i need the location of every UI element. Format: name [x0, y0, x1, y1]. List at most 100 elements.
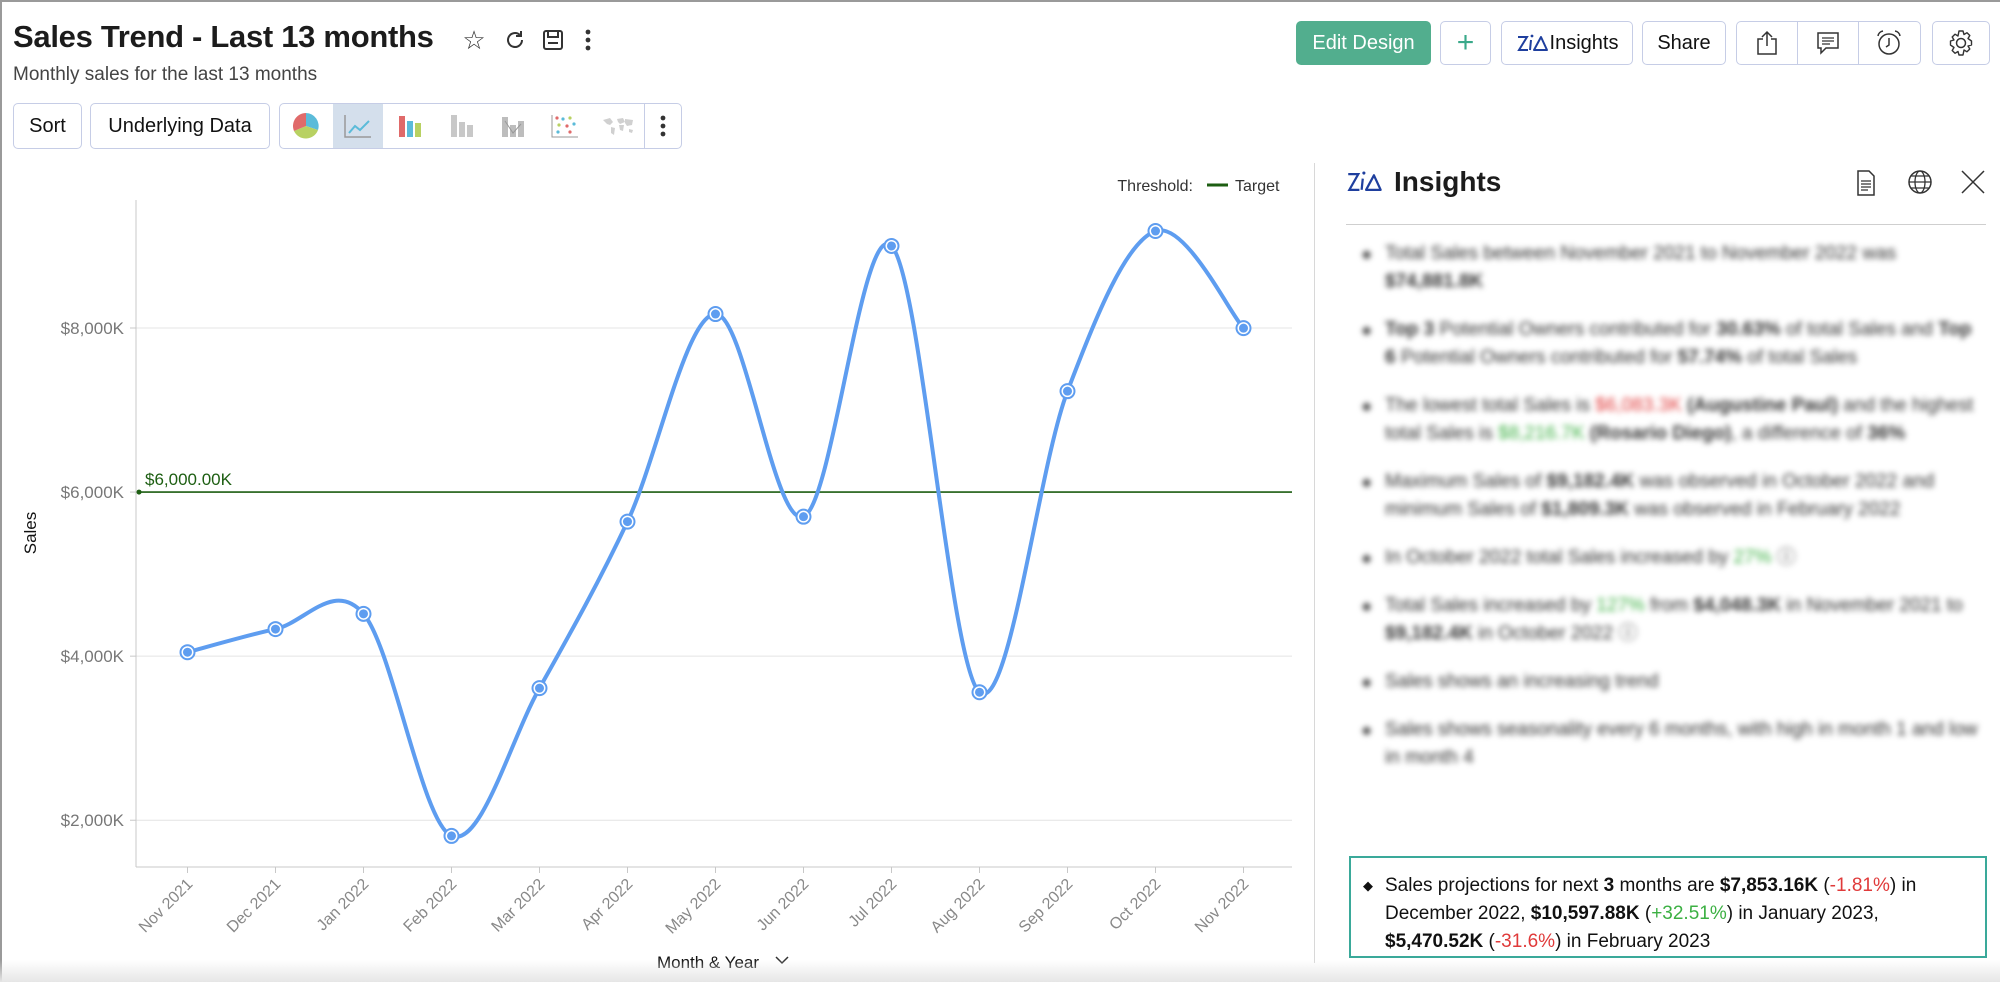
insight-text: Potential Owners contributed for [1434, 319, 1717, 340]
insights-button[interactable]: Insights [1501, 21, 1633, 65]
insight-text: ⓘ [1771, 547, 1796, 568]
data-point-core [271, 624, 280, 634]
add-button[interactable]: + [1440, 21, 1491, 65]
x-tick-label: May 2022 [663, 876, 725, 938]
x-tick-label: Jun 2022 [754, 876, 813, 935]
insight-text: , a difference of [1731, 423, 1868, 444]
insight-text: was observed in October 2022 and minimum… [1385, 471, 1935, 520]
chart-type-pie[interactable] [280, 104, 332, 148]
x-tick-label: Nov 2021 [136, 876, 197, 937]
insight-text: was observed in February 2022 [1628, 499, 1901, 520]
chart-type-line[interactable] [331, 104, 384, 148]
data-point-core [1151, 226, 1160, 236]
chart-type-map[interactable] [590, 104, 644, 148]
stacked-bar-icon [450, 115, 473, 137]
star-icon[interactable]: ☆ [462, 24, 486, 55]
highlight-value: 27% [1733, 547, 1772, 568]
bold-text: $4,048.3K [1693, 595, 1782, 616]
x-tick-label: Mar 2022 [489, 876, 549, 936]
insight-text: In October 2022 total Sales increased by [1385, 547, 1734, 568]
y-tick-label: $4,000K [61, 647, 125, 666]
more-vertical-icon [660, 115, 666, 137]
x-tick-label: Jan 2022 [314, 876, 373, 935]
chart-legend: Threshold: Target [1117, 178, 1280, 195]
underlying-data-button[interactable]: Underlying Data [90, 103, 270, 149]
insight-text: The lowest total Sales is [1385, 395, 1596, 416]
projection-insight: Sales projections for next 3 months are … [1349, 856, 1987, 958]
world-map-icon [602, 118, 633, 135]
insight-text: Sales projections for next [1385, 875, 1604, 896]
highlight-value: +32.51% [1651, 903, 1727, 924]
chart-type-waterfall[interactable] [486, 104, 539, 148]
bold-text: Top 6 [1385, 319, 1972, 368]
data-point-core [887, 241, 896, 251]
bold-text: (Augustine Paul) [1687, 395, 1839, 416]
chart-type-scatter[interactable] [538, 104, 591, 148]
pie-chart-icon [292, 113, 319, 139]
x-tick-label: Apr 2022 [578, 876, 636, 934]
insight-text: Total Sales between November 2021 to Nov… [1385, 243, 1897, 264]
x-tick-label: Sep 2022 [1016, 876, 1077, 937]
save-icon[interactable] [538, 24, 568, 56]
sales-line-chart: $2,000K$4,000K$6,000K$8,000K $6,000.00K … [21, 178, 1292, 972]
bold-text: 57.74% [1677, 347, 1743, 368]
insight-item: The lowest total Sales is $6,083.3K (Aug… [1358, 392, 1980, 448]
globe-icon[interactable] [1907, 169, 1933, 195]
bold-text: $7,853.16K [1719, 875, 1819, 896]
chart-type-bar[interactable] [383, 104, 435, 148]
data-point-core [447, 831, 456, 841]
bar-chart-icon [398, 116, 421, 137]
insight-text: and the highest total Sales is [1385, 395, 1974, 444]
insight-text: Sales shows an increasing trend [1385, 671, 1659, 692]
chart-type-stacked-bar[interactable] [435, 104, 487, 148]
y-tick-label: $8,000K [61, 319, 125, 338]
panel-divider [1314, 163, 1315, 963]
insight-item: Sales shows seasonality every 6 months, … [1358, 716, 1980, 772]
highlight-value: $8,216.7K [1498, 423, 1585, 444]
insights-header-divider [1346, 224, 1986, 225]
page-title: Sales Trend - Last 13 months [13, 19, 434, 54]
data-point-core [1239, 323, 1248, 333]
schedule-alarm-button[interactable] [1857, 22, 1920, 64]
combo-chart-icon [502, 117, 525, 137]
comment-button[interactable] [1797, 22, 1857, 64]
settings-button[interactable] [1932, 21, 1990, 65]
insight-text: ( [1483, 931, 1495, 952]
chart-options-button[interactable] [644, 104, 681, 148]
bold-text: Top 3 [1385, 319, 1435, 340]
insight-text: ) in January 2023, [1726, 903, 1879, 924]
data-point-core [535, 683, 544, 693]
bold-text: (Rosario Diego) [1589, 423, 1732, 444]
legend-target-label[interactable]: Target [1235, 178, 1280, 195]
threshold-label: $6,000.00K [145, 470, 233, 489]
x-tick-label: Feb 2022 [401, 876, 461, 936]
share-button[interactable]: Share [1642, 21, 1726, 65]
chart-type-switcher [279, 103, 682, 149]
page-subtitle: Monthly sales for the last 13 months [13, 64, 318, 85]
gear-icon [1949, 30, 1973, 56]
document-icon[interactable] [1856, 170, 1876, 196]
bottom-shadow [0, 960, 2000, 982]
insight-text: Maximum Sales of [1385, 471, 1547, 492]
bold-text: $9,182.4K [1546, 471, 1635, 492]
close-icon[interactable] [1960, 169, 1986, 195]
insights-title: Insights [1394, 166, 1502, 197]
sort-button[interactable]: Sort [13, 103, 82, 149]
more-vertical-icon[interactable] [573, 24, 603, 56]
insight-text: from [1644, 595, 1694, 616]
highlight-value: 127% [1596, 595, 1645, 616]
threshold-marker [136, 489, 142, 495]
edit-design-button[interactable]: Edit Design [1296, 21, 1431, 65]
insight-text: in November 2021 to [1781, 595, 1963, 616]
data-point-core [1063, 386, 1072, 396]
refresh-icon[interactable] [500, 24, 530, 56]
highlight-value: -1.81% [1829, 875, 1890, 896]
y-tick-label: $6,000K [61, 483, 125, 502]
export-button[interactable] [1737, 22, 1797, 64]
insights-list: Total Sales between November 2021 to Nov… [1358, 240, 1980, 792]
highlight-value: $6,083.3K [1595, 395, 1682, 416]
bold-text: $1,809.3K [1541, 499, 1629, 520]
insight-item: Total Sales increased by 127% from $4,04… [1358, 592, 1980, 648]
insight-text: months are [1614, 875, 1720, 896]
bold-text: $5,470.52K [1385, 931, 1484, 952]
